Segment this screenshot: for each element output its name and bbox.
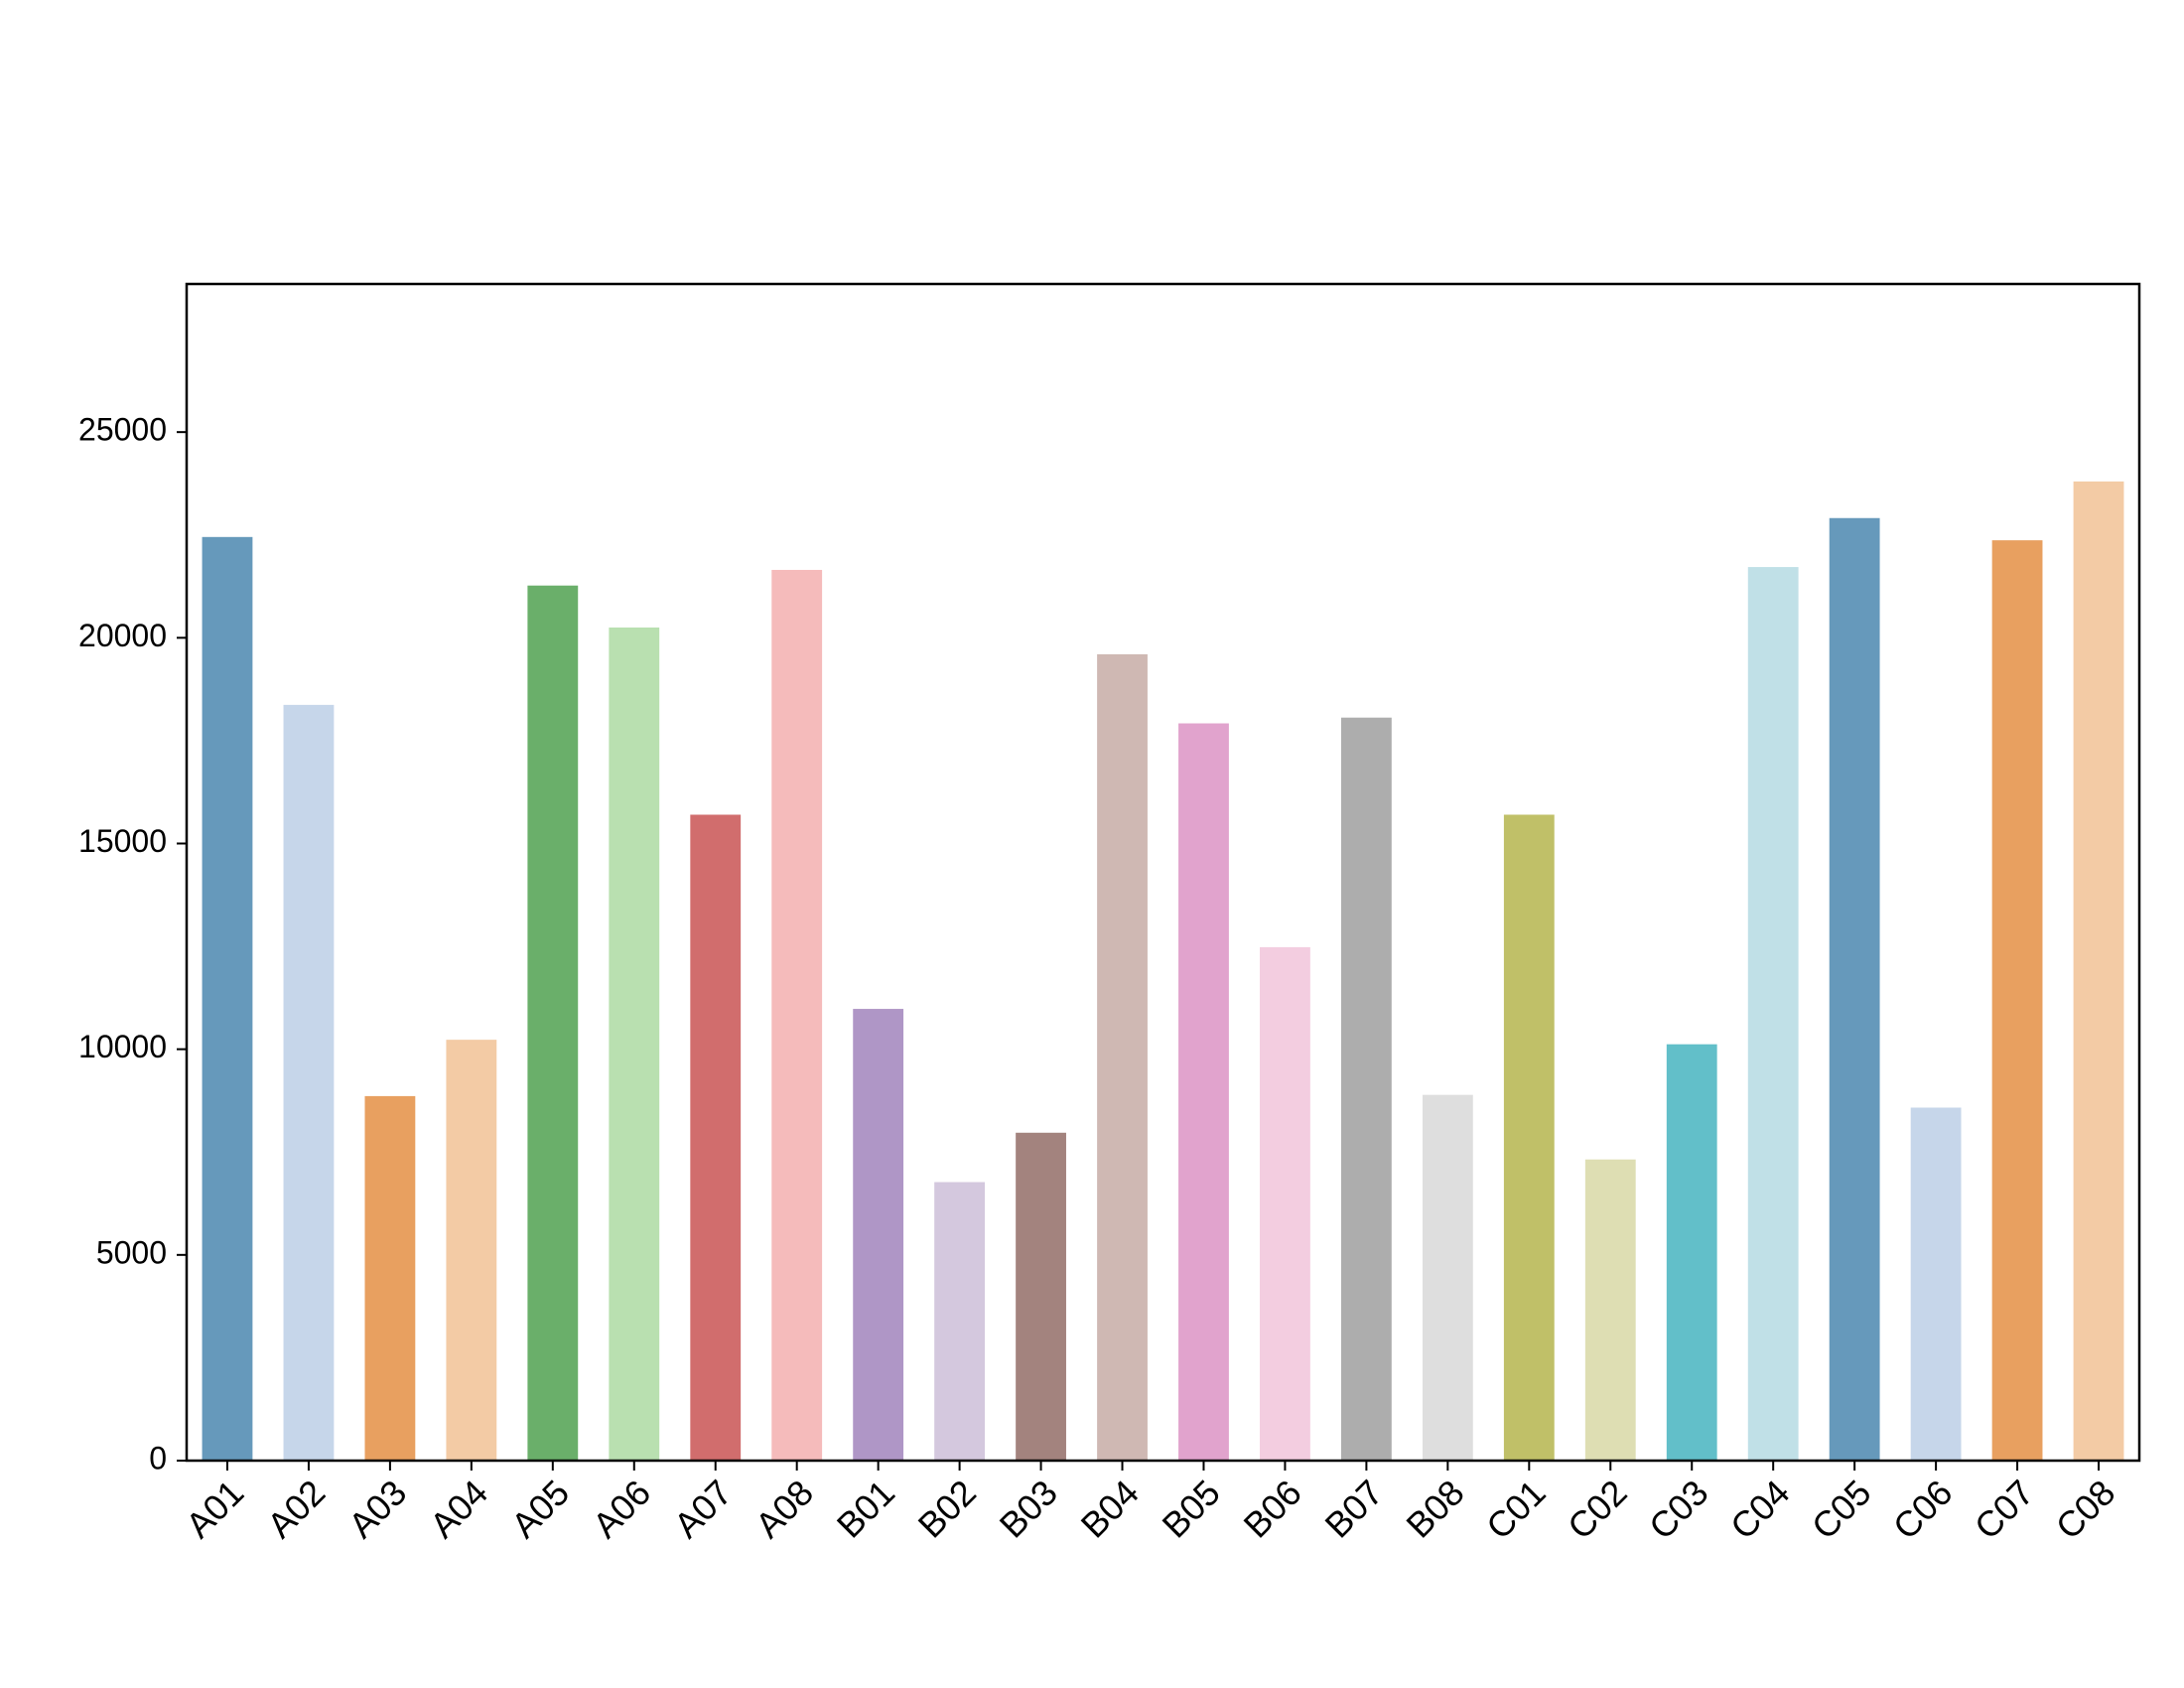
bar [771, 569, 823, 1461]
y-tick-label: 20000 [78, 618, 167, 653]
y-tick-label: 10000 [78, 1029, 167, 1064]
y-tick-label: 15000 [78, 823, 167, 859]
bar [1503, 814, 1555, 1461]
bar [202, 536, 253, 1461]
bar [1260, 946, 1310, 1461]
bar [1829, 517, 1880, 1461]
bar [1340, 717, 1392, 1461]
bar [364, 1095, 416, 1461]
bar [446, 1040, 497, 1461]
bar [690, 814, 742, 1461]
bar [609, 627, 660, 1461]
bar [1584, 1159, 1636, 1461]
bar [853, 1009, 904, 1461]
bar [1747, 567, 1799, 1461]
bar [1097, 653, 1148, 1461]
y-tick-label: 5000 [96, 1234, 167, 1270]
bar [1422, 1094, 1473, 1461]
bar [1910, 1107, 1962, 1461]
bar [2073, 481, 2124, 1462]
bar [1666, 1044, 1717, 1461]
plot-frame [185, 282, 2141, 1463]
bar [934, 1182, 986, 1461]
y-tick-label: 0 [149, 1440, 167, 1476]
bar [1178, 723, 1229, 1461]
bar [527, 585, 579, 1461]
bar [1991, 540, 2043, 1461]
bar [1016, 1132, 1066, 1461]
y-tick-label: 25000 [78, 412, 167, 448]
bar [283, 704, 335, 1461]
